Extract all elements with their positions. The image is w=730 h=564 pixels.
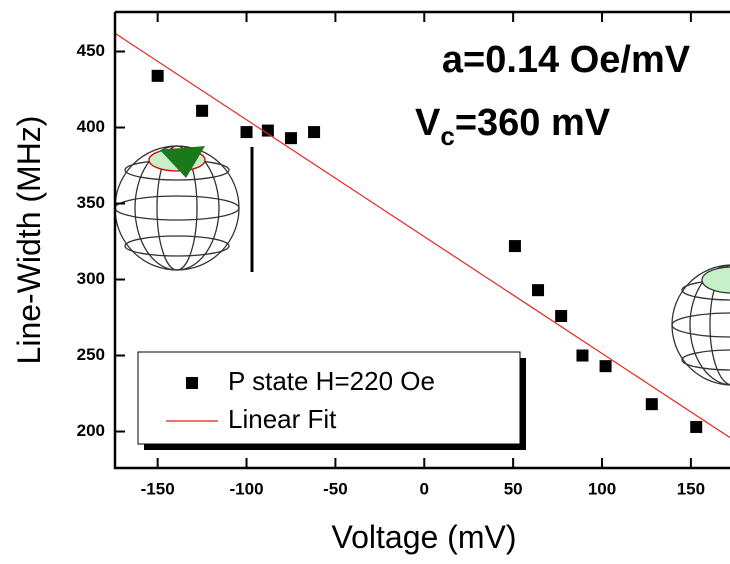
- annotation-sub: c: [440, 121, 454, 151]
- x-tick-label: -50: [323, 479, 348, 498]
- legend-label: P state H=220 Oe: [228, 366, 435, 396]
- annotation: Vc=360 mV: [415, 102, 611, 151]
- x-tick-label: 150: [677, 479, 705, 498]
- y-tick-label: 450: [77, 41, 105, 60]
- sphere-left: [114, 145, 240, 271]
- y-tick-label: 350: [77, 193, 105, 212]
- data-point: [645, 398, 658, 411]
- y-tick-label: 250: [77, 345, 105, 364]
- x-tick-label: 100: [588, 479, 616, 498]
- x-axis-label: Voltage (mV): [332, 519, 517, 555]
- data-point: [576, 349, 589, 362]
- data-point: [261, 124, 274, 137]
- data-point: [555, 310, 568, 322]
- data-point: [599, 360, 612, 373]
- sphere-right: [671, 264, 730, 386]
- data-point: [532, 284, 545, 297]
- y-tick-label: 200: [77, 421, 105, 440]
- annotation-main: V: [415, 102, 441, 144]
- fit-line: [115, 32, 730, 439]
- annotation-rest: =360 mV: [455, 102, 611, 144]
- axes-frame: [113, 10, 730, 470]
- data-point: [240, 126, 253, 139]
- x-tick-label: 0: [420, 479, 429, 498]
- y-axis-label: Line-Width (MHz): [11, 116, 47, 365]
- annotation: a=0.14 Oe/mV: [442, 39, 691, 81]
- legend-marker: [186, 377, 198, 389]
- x-tick-label: -150: [141, 479, 175, 498]
- y-tick-label: 300: [77, 269, 105, 288]
- legend-label: Linear Fit: [228, 404, 337, 434]
- x-tick-label: 50: [504, 479, 523, 498]
- data-point: [308, 126, 321, 139]
- legend: [137, 351, 526, 450]
- legend-box: [137, 351, 521, 445]
- data-point: [284, 132, 297, 145]
- data-point: [196, 104, 209, 117]
- x-tick-label: -100: [230, 479, 264, 498]
- plot-area: [115, 32, 730, 439]
- data-point: [508, 240, 521, 253]
- y-tick-label: 400: [77, 117, 105, 136]
- data-point: [151, 69, 164, 82]
- data-point: [690, 420, 703, 433]
